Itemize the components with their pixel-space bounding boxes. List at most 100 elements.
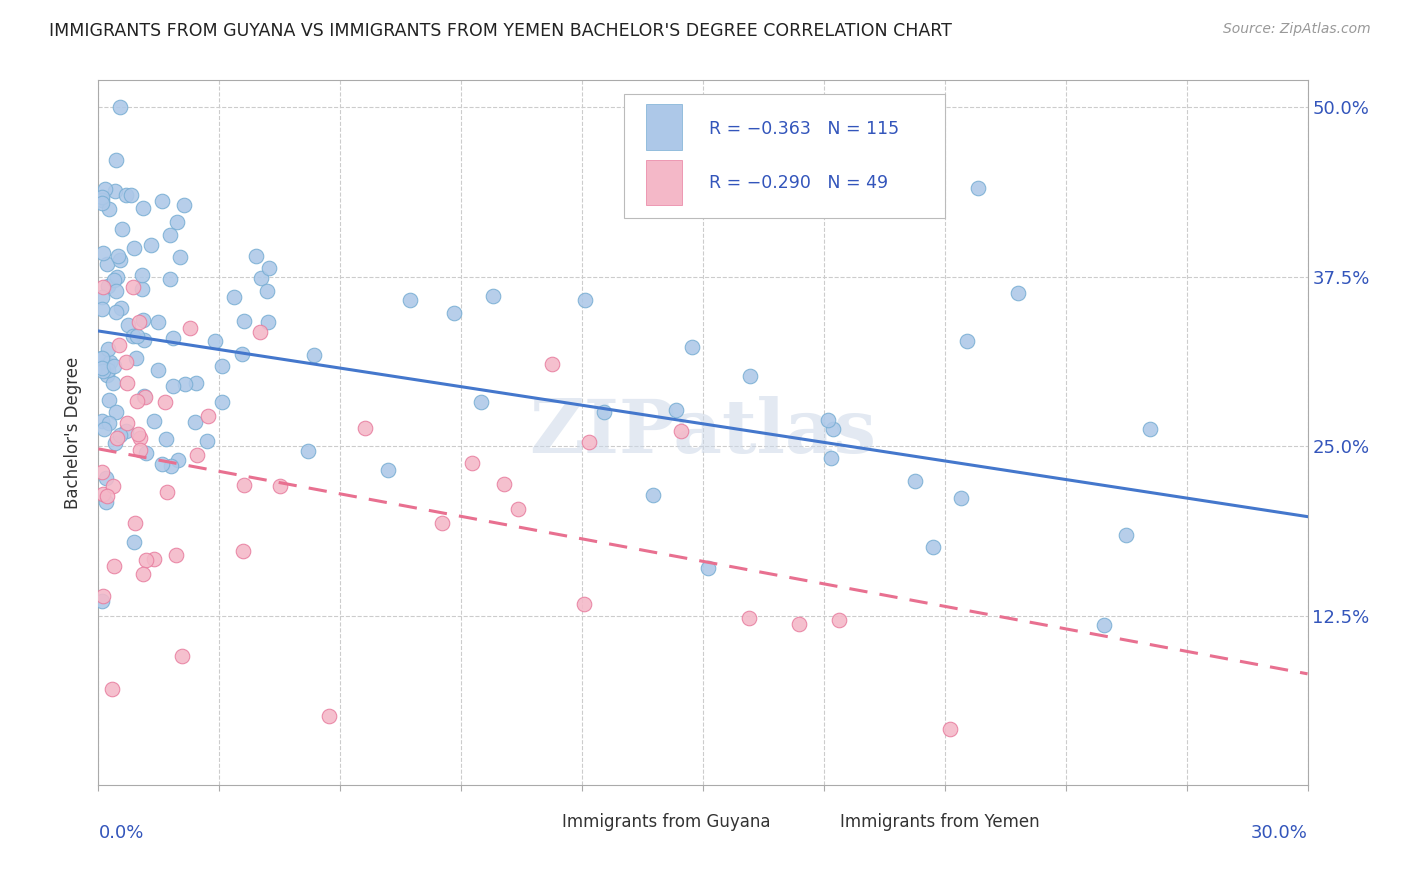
Point [318, 709, 340, 723]
Point [156, 485, 179, 500]
Point [91, 190, 114, 204]
Point [169, 251, 191, 265]
Point [110, 428, 132, 442]
Point [110, 301, 132, 316]
Point [231, 347, 253, 361]
Point [245, 249, 267, 263]
Point [101, 376, 124, 391]
Point [269, 479, 291, 493]
Point [593, 405, 616, 419]
Point [146, 315, 169, 329]
Point [91, 351, 114, 365]
Point [1092, 617, 1115, 632]
Point [222, 290, 245, 304]
Point [107, 249, 129, 263]
Point [257, 315, 280, 329]
Point [93, 422, 115, 436]
Point [166, 215, 188, 229]
Point [117, 376, 139, 391]
Point [125, 351, 148, 365]
Point [211, 359, 233, 374]
Point [665, 403, 688, 417]
Point [131, 268, 153, 282]
Point [93, 182, 115, 196]
Point [256, 284, 278, 298]
Point [101, 681, 124, 696]
Point [159, 228, 181, 243]
Point [135, 446, 157, 460]
Point [195, 434, 218, 448]
Bar [527, 809, 554, 836]
Point [93, 246, 115, 260]
Point [105, 284, 128, 298]
Point [125, 393, 148, 408]
Point [492, 477, 515, 491]
Point [97, 343, 120, 357]
Point [921, 541, 943, 555]
Point [297, 444, 319, 458]
Point [91, 280, 114, 294]
Point [481, 289, 503, 303]
Text: IMMIGRANTS FROM GUYANA VS IMMIGRANTS FROM YEMEN BACHELOR'S DEGREE CORRELATION CH: IMMIGRANTS FROM GUYANA VS IMMIGRANTS FRO… [49, 22, 952, 40]
Bar [806, 809, 832, 836]
Point [541, 358, 564, 372]
Point [96, 489, 118, 503]
Point [470, 395, 492, 409]
Point [696, 560, 718, 574]
Point [124, 535, 146, 549]
Point [461, 456, 484, 470]
Point [578, 435, 600, 450]
Point [139, 238, 162, 252]
Point [197, 409, 219, 423]
Point [91, 590, 114, 604]
Point [134, 390, 156, 404]
Point [131, 313, 153, 327]
Point [98, 355, 121, 369]
Point [122, 280, 145, 294]
Y-axis label: Bachelor's Degree: Bachelor's Degree [65, 357, 83, 508]
Point [430, 516, 453, 530]
Point [574, 597, 596, 611]
Point [91, 594, 114, 608]
Point [939, 723, 962, 737]
Point [183, 415, 205, 429]
Point [1007, 286, 1029, 301]
Point [98, 416, 121, 430]
Point [155, 432, 177, 446]
Point [681, 340, 703, 354]
Point [172, 648, 194, 663]
Point [104, 405, 127, 419]
Point [179, 320, 201, 334]
Point [399, 293, 422, 307]
Bar [647, 104, 682, 150]
Point [302, 348, 325, 362]
Point [104, 305, 127, 319]
Point [107, 270, 129, 285]
Point [124, 516, 146, 530]
Point [143, 414, 166, 428]
Point [105, 431, 128, 445]
Point [820, 450, 842, 465]
Point [121, 187, 143, 202]
Point [669, 424, 692, 438]
Point [94, 495, 117, 509]
Point [257, 260, 280, 275]
Point [125, 329, 148, 343]
Point [103, 273, 125, 287]
Point [159, 272, 181, 286]
Point [1115, 528, 1137, 542]
Point [162, 379, 184, 393]
Point [949, 491, 972, 506]
Point [232, 477, 254, 491]
Point [108, 252, 131, 267]
Point [96, 357, 118, 371]
Text: Immigrants from Guyana: Immigrants from Guyana [561, 814, 770, 831]
Point [162, 331, 184, 345]
Point [738, 611, 761, 625]
Point [105, 153, 128, 168]
Point [150, 194, 173, 209]
Point [91, 301, 114, 316]
Point [122, 329, 145, 343]
Text: 0.0%: 0.0% [98, 823, 143, 842]
Point [135, 552, 157, 566]
